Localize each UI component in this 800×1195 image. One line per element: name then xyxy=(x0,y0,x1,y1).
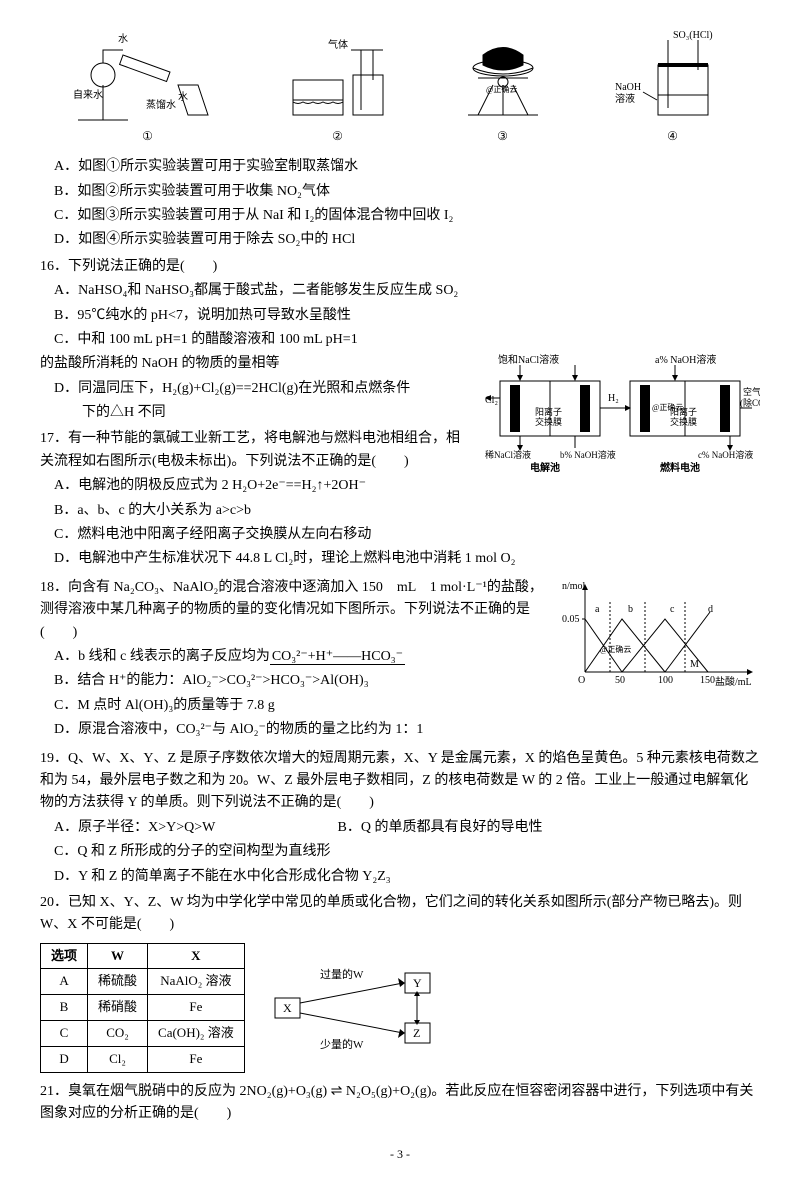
q17-D: D．电解池中产生标准状况下 44.8 L Cl₂时，理论上燃料电池中消耗 1 m… xyxy=(40,548,760,570)
page-number: - 3 - xyxy=(40,1145,760,1164)
svg-text:Cl₂: Cl₂ xyxy=(485,395,498,406)
question-15-options: A．如图①所示实验装置可用于实验室制取蒸馏水 B．如图②所示实验装置可用于收集 … xyxy=(40,156,760,252)
q17-C: C．燃料电池中阳离子经阳离子交换膜从左向右移动 xyxy=(40,524,760,546)
th-option: 选项 xyxy=(41,943,88,969)
svg-text:少量的W: 少量的W xyxy=(320,1037,364,1051)
table-row: B稀硝酸Fe xyxy=(41,995,245,1021)
svg-text:150: 150 xyxy=(700,675,715,686)
svg-text:空气: 空气 xyxy=(743,386,760,397)
q18-C: C．M 点时 Al(OH)₃的质量等于 7.8 g xyxy=(40,695,760,717)
svg-text:X: X xyxy=(283,1001,292,1015)
question-20: 20．已知 X、Y、Z、W 均为中学化学中常见的单质或化合物，它们之间的转化关系… xyxy=(40,892,760,1077)
q20-flow-diagram: X Y Z 过量的W 少量的W xyxy=(265,958,465,1058)
svg-text:c: c xyxy=(670,604,675,615)
svg-text:H₂: H₂ xyxy=(608,393,619,404)
svg-text:O: O xyxy=(578,675,585,686)
q15-A: A．如图①所示实验装置可用于实验室制取蒸馏水 xyxy=(40,156,760,178)
svg-text:燃料电池: 燃料电池 xyxy=(660,461,700,474)
table-row: DCl₂Fe xyxy=(41,1046,245,1072)
diagram-1-label: ① xyxy=(68,127,228,146)
svg-text:饱和NaCl溶液: 饱和NaCl溶液 xyxy=(498,353,559,366)
svg-text:盐酸/mL: 盐酸/mL xyxy=(715,675,752,688)
q18-D: D．原混合溶液中，CO₃²⁻与 AlO₂⁻的物质的量之比约为 1：1 xyxy=(40,719,760,741)
svg-text:SO₃(HCl): SO₃(HCl) xyxy=(673,30,713,41)
svg-text:阳离子: 阳离子 xyxy=(670,406,697,417)
svg-text:稀NaCl溶液: 稀NaCl溶液 xyxy=(485,449,531,460)
svg-text:50: 50 xyxy=(615,675,625,686)
svg-text:阳离子: 阳离子 xyxy=(535,406,562,417)
svg-text:交换膜: 交换膜 xyxy=(670,416,697,427)
q17-A: A．电解池的阴极反应式为 2 H₂O+2e⁻==H₂↑+2OH⁻ xyxy=(40,475,760,497)
svg-text:过量的W: 过量的W xyxy=(320,967,364,981)
question-18: n/mol 0.05 O 50 100 150 盐酸/mL a b c d M … xyxy=(40,577,760,742)
svg-text:a% NaOH溶液: a% NaOH溶液 xyxy=(655,353,716,366)
diagram-2-label: ② xyxy=(283,127,393,146)
q20-table: 选项 W X A稀硫酸NaAlO₂ 溶液 B稀硝酸Fe CCO₂Ca(OH)₂ … xyxy=(40,943,245,1073)
q19-C: C．Q 和 Z 所形成的分子的空间构型为直线形 xyxy=(40,841,760,863)
svg-text:(除CO₂): (除CO₂) xyxy=(740,397,760,408)
svg-text:M: M xyxy=(690,659,699,670)
question-21: 21．臭氧在烟气脱硝中的反应为 2NO₂(g)+O₃(g) ⇌ N₂O₅(g)+… xyxy=(40,1081,760,1126)
th-X: X xyxy=(148,943,245,969)
diagram-1: 水 自来水 蒸馏水 水 ① xyxy=(68,30,228,146)
svg-text:d: d xyxy=(708,604,713,615)
q19-stem: 19．Q、W、X、Y、Z 是原子序数依次增大的短周期元素，X、Y 是金属元素，X… xyxy=(40,748,760,815)
svg-text:水: 水 xyxy=(178,91,188,103)
svg-text:NaOH: NaOH xyxy=(615,82,641,93)
svg-text:自来水: 自来水 xyxy=(73,88,103,101)
diagram-3: @正确云 ③ xyxy=(448,30,558,146)
svg-text:@正确云: @正确云 xyxy=(486,84,517,94)
svg-text:a: a xyxy=(595,604,600,615)
svg-text:0.05: 0.05 xyxy=(562,614,580,625)
svg-text:c% NaOH溶液: c% NaOH溶液 xyxy=(698,449,753,460)
svg-text:100: 100 xyxy=(658,675,673,686)
q19-D: D．Y 和 Z 的简单离子不能在水中化合形成化合物 Y₂Z₃ xyxy=(40,866,760,888)
ion-amount-chart: n/mol 0.05 O 50 100 150 盐酸/mL a b c d M … xyxy=(560,577,760,692)
q16-B: B．95℃纯水的 pH<7，说明加热可导致水呈酸性 xyxy=(40,305,760,327)
svg-text:@正确云: @正确云 xyxy=(600,644,631,654)
q16-A: A．NaHSO₄和 NaHSO₃都属于酸式盐，二者能够发生反应生成 SO₂ xyxy=(40,280,760,302)
q16-stem: 16．下列说法正确的是( ) xyxy=(40,256,760,278)
table-row: CCO₂Ca(OH)₂ 溶液 xyxy=(41,1021,245,1047)
top-diagrams-row: 水 自来水 蒸馏水 水 ① 气体 ② xyxy=(40,30,760,146)
svg-text:气体: 气体 xyxy=(328,38,348,51)
distillation-apparatus-icon: 水 自来水 蒸馏水 水 xyxy=(68,30,228,125)
q17-B: B．a、b、c 的大小关系为 a>c>b xyxy=(40,500,760,522)
q15-C: C．如图③所示实验装置可用于从 NaI 和 I₂的固体混合物中回收 I₂ xyxy=(40,205,760,227)
gas-washing-icon: SO₃(HCl) NaOH 溶液 xyxy=(613,30,733,125)
svg-text:n/mol: n/mol xyxy=(562,581,586,592)
q15-D: D．如图④所示实验装置可用于除去 SO₂中的 HCl xyxy=(40,229,760,251)
q20-stem: 20．已知 X、Y、Z、W 均为中学化学中常见的单质或化合物，它们之间的转化关系… xyxy=(40,892,760,937)
svg-text:b: b xyxy=(628,604,633,615)
heating-apparatus-icon: @正确云 xyxy=(448,30,558,125)
svg-text:b% NaOH溶液: b% NaOH溶液 xyxy=(560,449,616,460)
q19-AB: A．原子半径：X>Y>Q>W B．Q 的单质都具有良好的导电性 xyxy=(40,817,760,839)
diagram-4-label: ④ xyxy=(613,127,733,146)
svg-text:蒸馏水: 蒸馏水 xyxy=(146,98,176,111)
q21-stem: 21．臭氧在烟气脱硝中的反应为 2NO₂(g)+O₃(g) ⇌ N₂O₅(g)+… xyxy=(40,1081,760,1126)
diagram-4: SO₃(HCl) NaOH 溶液 ④ xyxy=(613,30,733,146)
question-19: 19．Q、W、X、Y、Z 是原子序数依次增大的短周期元素，X、Y 是金属元素，X… xyxy=(40,748,760,888)
diagram-2: 气体 ② xyxy=(283,30,393,146)
svg-text:交换膜: 交换膜 xyxy=(535,416,562,427)
gas-collection-icon: 气体 xyxy=(283,30,393,125)
diagram-3-label: ③ xyxy=(448,127,558,146)
th-W: W xyxy=(88,943,148,969)
q15-B: B．如图②所示实验装置可用于收集 NO₂气体 xyxy=(40,181,760,203)
svg-text:电解池: 电解池 xyxy=(530,461,560,474)
svg-text:水: 水 xyxy=(118,33,128,45)
electrolysis-fuel-cell-diagram: 饱和NaCl溶液 a% NaOH溶液 Cl₂ H₂ 空气 (除CO₂) @正确云… xyxy=(480,353,760,478)
svg-text:Z: Z xyxy=(413,1026,420,1040)
svg-text:溶液: 溶液 xyxy=(615,92,635,105)
table-row: A稀硫酸NaAlO₂ 溶液 xyxy=(41,969,245,995)
q16-C: C．中和 100 mL pH=1 的醋酸溶液和 100 mL pH=1 xyxy=(40,329,760,351)
question-16: 16．下列说法正确的是( ) A．NaHSO₄和 NaHSO₃都属于酸式盐，二者… xyxy=(40,256,760,425)
svg-text:Y: Y xyxy=(413,976,422,990)
